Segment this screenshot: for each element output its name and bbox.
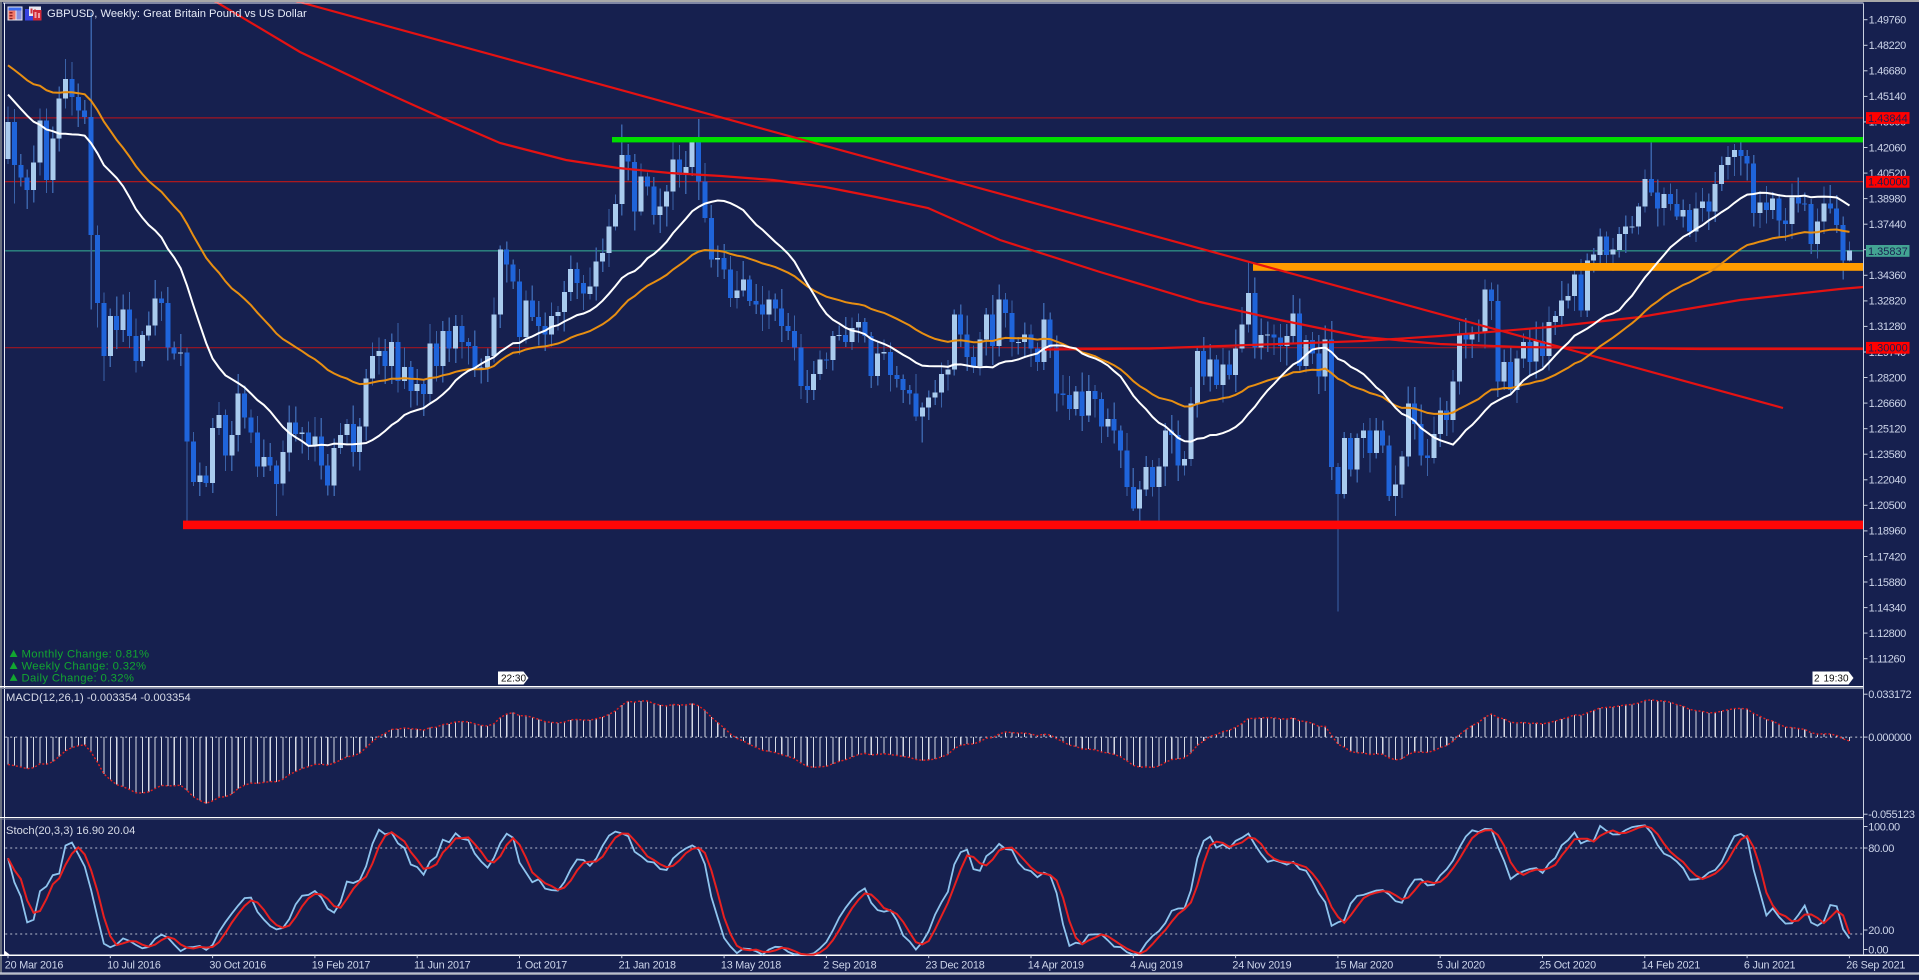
svg-text:19:30: 19:30 — [1824, 674, 1849, 685]
svg-text:24 Nov 2019: 24 Nov 2019 — [1232, 960, 1291, 972]
svg-text:2: 2 — [1814, 674, 1820, 685]
svg-text:1.22040: 1.22040 — [1869, 475, 1907, 487]
svg-text:11 Jun 2017: 11 Jun 2017 — [414, 960, 471, 972]
svg-text:1.46680: 1.46680 — [1869, 66, 1907, 78]
svg-text:1.11260: 1.11260 — [1869, 654, 1906, 666]
svg-text:1.49760: 1.49760 — [1869, 15, 1907, 27]
svg-text:14 Feb 2021: 14 Feb 2021 — [1642, 960, 1701, 972]
svg-text:1.42060: 1.42060 — [1869, 142, 1907, 154]
svg-text:0.033172: 0.033172 — [1868, 689, 1911, 701]
svg-text:1 Oct 2017: 1 Oct 2017 — [516, 960, 567, 972]
svg-text:5 Jul 2020: 5 Jul 2020 — [1437, 960, 1485, 972]
svg-text:10 Jul 2016: 10 Jul 2016 — [107, 960, 161, 972]
svg-text:1.34360: 1.34360 — [1869, 270, 1907, 282]
svg-text:14 Apr 2019: 14 Apr 2019 — [1028, 960, 1084, 972]
svg-text:21 Jan 2018: 21 Jan 2018 — [619, 960, 676, 972]
svg-text:19 Feb 2017: 19 Feb 2017 — [312, 960, 371, 972]
svg-text:1.12800: 1.12800 — [1869, 628, 1907, 640]
svg-text:1.35837: 1.35837 — [1868, 246, 1908, 258]
svg-text:1.40000: 1.40000 — [1868, 177, 1908, 189]
svg-text:1.26660: 1.26660 — [1869, 398, 1907, 410]
svg-text:1.20500: 1.20500 — [1869, 500, 1907, 512]
svg-text:30 Oct 2016: 30 Oct 2016 — [209, 960, 266, 972]
svg-text:15 Mar 2020: 15 Mar 2020 — [1335, 960, 1394, 972]
svg-text:1.45140: 1.45140 — [1869, 91, 1907, 103]
svg-text:MACD(12,26,1) -0.003354 -0.003: MACD(12,26,1) -0.003354 -0.003354 — [6, 692, 191, 704]
svg-text:GBPUSD, Weekly: Great Britain: GBPUSD, Weekly: Great Britain Pound vs U… — [47, 8, 307, 20]
svg-text:-0.055123: -0.055123 — [1868, 809, 1915, 821]
svg-text:Stoch(20,3,3) 16.90 20.04: Stoch(20,3,3) 16.90 20.04 — [6, 825, 135, 837]
svg-text:1.28200: 1.28200 — [1869, 372, 1907, 384]
svg-text:22:30: 22:30 — [501, 674, 526, 685]
svg-text:25 Oct 2020: 25 Oct 2020 — [1539, 960, 1596, 972]
svg-text:1.38980: 1.38980 — [1869, 193, 1907, 205]
svg-text:1.14340: 1.14340 — [1869, 602, 1907, 614]
svg-text:1.18960: 1.18960 — [1869, 526, 1907, 538]
svg-text:1.30000: 1.30000 — [1868, 343, 1908, 355]
svg-text:26 Sep 2021: 26 Sep 2021 — [1846, 960, 1905, 972]
svg-text:1.31280: 1.31280 — [1869, 321, 1907, 333]
svg-text:20.00: 20.00 — [1868, 925, 1894, 937]
svg-text:80.00: 80.00 — [1868, 843, 1894, 855]
svg-text:100.00: 100.00 — [1868, 821, 1900, 833]
svg-text:13 May 2018: 13 May 2018 — [721, 960, 781, 972]
svg-text:1.15880: 1.15880 — [1869, 577, 1907, 589]
svg-text:1.17420: 1.17420 — [1869, 551, 1907, 563]
svg-text:23 Dec 2018: 23 Dec 2018 — [926, 960, 985, 972]
svg-text:1.37440: 1.37440 — [1869, 219, 1907, 231]
svg-text:2 Sep 2018: 2 Sep 2018 — [823, 960, 876, 972]
svg-text:1.48220: 1.48220 — [1869, 40, 1907, 52]
svg-text:6 Jun 2021: 6 Jun 2021 — [1744, 960, 1796, 972]
svg-text:0.00: 0.00 — [1868, 944, 1888, 956]
svg-text:Monthly Change: 0.81%: Monthly Change: 0.81% — [22, 649, 150, 661]
svg-text:20 Mar 2016: 20 Mar 2016 — [5, 960, 64, 972]
svg-text:1.32820: 1.32820 — [1869, 296, 1907, 308]
svg-text:1.23580: 1.23580 — [1869, 449, 1907, 461]
svg-text:0.000000: 0.000000 — [1868, 732, 1911, 744]
svg-text:Daily Change: 0.32%: Daily Change: 0.32% — [22, 673, 135, 685]
svg-text:4 Aug 2019: 4 Aug 2019 — [1130, 960, 1183, 972]
svg-text:1.43844: 1.43844 — [1868, 113, 1908, 125]
svg-text:1.25120: 1.25120 — [1869, 424, 1907, 436]
svg-text:Weekly Change: 0.32%: Weekly Change: 0.32% — [22, 661, 147, 673]
